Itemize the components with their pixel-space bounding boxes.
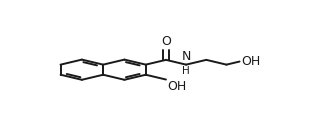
Text: OH: OH — [167, 80, 187, 93]
Text: O: O — [161, 35, 171, 48]
Text: H: H — [182, 66, 190, 76]
Text: OH: OH — [241, 55, 261, 68]
Text: N: N — [181, 50, 191, 63]
